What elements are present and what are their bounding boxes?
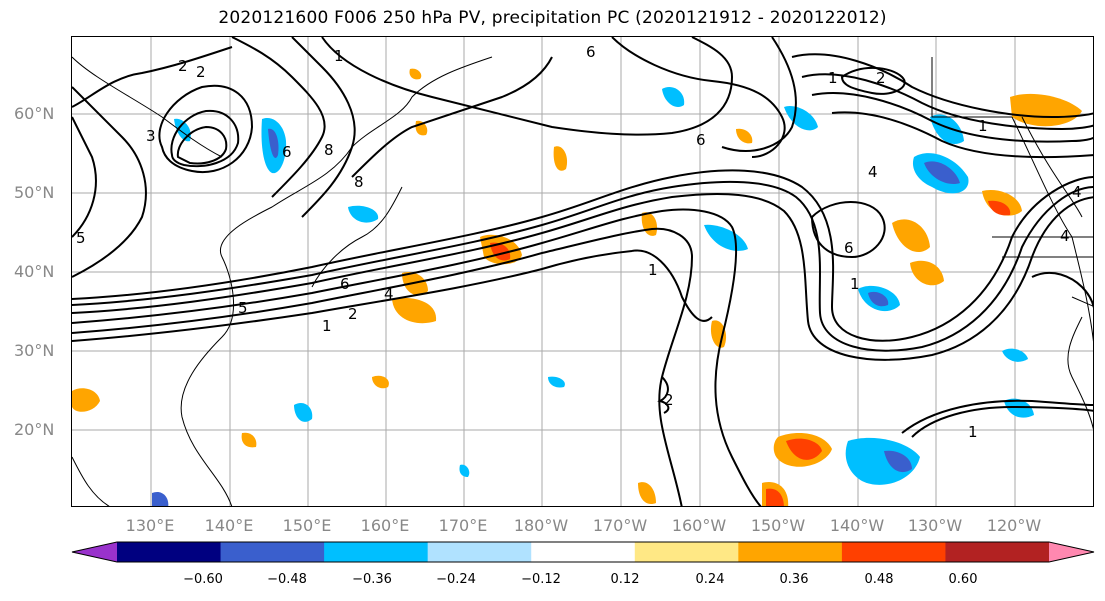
- contour-label: 2: [348, 305, 358, 323]
- lat-label-40n: 40°N: [14, 262, 55, 281]
- lon-label-170e: 170°E: [438, 516, 488, 535]
- colorbar-segment: [117, 542, 222, 562]
- contour-label: 6: [340, 275, 350, 293]
- colorbar-segment: [841, 542, 946, 562]
- chart-title: 2020121600 F006 250 hPa PV, precipitatio…: [218, 8, 887, 28]
- colorbar-segment: [945, 542, 1050, 562]
- colorbar-segment: [1049, 542, 1094, 562]
- map-canvas: 1 2 4 5 6 8 1 2 3 6 1 2 6 1 4 6 1 2 4 1 …: [72, 37, 1093, 506]
- contour-label: 1: [968, 423, 978, 441]
- contour-label: 6: [696, 131, 706, 149]
- contour-label: 5: [76, 229, 86, 247]
- colorbar-tick: 0.12: [610, 572, 640, 587]
- colorbar-tick: −0.60: [183, 572, 223, 587]
- lon-label-130w: 130°W: [907, 516, 963, 535]
- precip-shading: [72, 68, 1082, 506]
- colorbar-tick: 0.24: [695, 572, 725, 587]
- contour-label: 4: [1072, 183, 1082, 201]
- lon-label-120w: 120°W: [986, 516, 1042, 535]
- contour-label: 6: [282, 143, 292, 161]
- colorbar-tick: −0.24: [436, 572, 476, 587]
- contour-label: 3: [146, 127, 156, 145]
- coastlines: [72, 56, 1093, 506]
- contour-label: 1: [648, 261, 658, 279]
- lon-label-140w: 140°W: [829, 516, 885, 535]
- colorbar-segment: [427, 542, 532, 562]
- lon-label-180w: 180°W: [513, 516, 569, 535]
- colorbar-segments: [71, 541, 1095, 563]
- contour-label: 4: [1060, 227, 1070, 245]
- colorbar-segment: [72, 542, 117, 562]
- colorbar-tick: −0.48: [267, 572, 307, 587]
- lon-label-170w: 170°W: [592, 516, 648, 535]
- contour-label: 6: [844, 239, 854, 257]
- contour-label: 1: [828, 69, 838, 87]
- contour-label: 1: [334, 47, 344, 65]
- lon-label-150e: 150°E: [282, 516, 332, 535]
- contour-label: 2: [178, 57, 188, 75]
- colorbar-tick: −0.36: [352, 572, 392, 587]
- contour-label: 1: [850, 275, 860, 293]
- colorbar: [71, 541, 1095, 563]
- lon-label-160w: 160°W: [671, 516, 727, 535]
- contour-label: 8: [354, 173, 364, 191]
- colorbar-segment: [738, 542, 843, 562]
- contour-label: 2: [876, 69, 886, 87]
- colorbar-tick: 0.60: [948, 572, 978, 587]
- graticule: [72, 37, 1093, 506]
- colorbar-segment: [220, 542, 325, 562]
- contour-label: 4: [384, 285, 394, 303]
- colorbar-tick: −0.12: [521, 572, 561, 587]
- colorbar-outline: [71, 541, 1095, 563]
- lat-label-30n: 30°N: [14, 341, 55, 360]
- colorbar-tick: 0.36: [779, 572, 809, 587]
- contour-label: 2: [196, 63, 206, 81]
- colorbar-tick: 0.48: [864, 572, 894, 587]
- contour-label: 8: [324, 141, 334, 159]
- lat-label-20n: 20°N: [14, 420, 55, 439]
- colorbar-segment: [634, 542, 739, 562]
- contour-label: 6: [586, 43, 596, 61]
- map-panel: 1 2 4 5 6 8 1 2 3 6 1 2 6 1 4 6 1 2 4 1 …: [71, 36, 1094, 507]
- pv-contours: [72, 37, 1093, 506]
- colorbar-segment: [531, 542, 636, 562]
- contour-label: 5: [238, 299, 248, 317]
- lon-label-130e: 130°E: [125, 516, 175, 535]
- contour-label: 4: [868, 163, 878, 181]
- contour-label: 1: [322, 317, 332, 335]
- contour-label: 2: [664, 391, 674, 409]
- contour-labels: 1 2 4 5 6 8 1 2 3 6 1 2 6 1 4 6 1 2 4 1 …: [76, 43, 1082, 441]
- lat-label-60n: 60°N: [14, 104, 55, 123]
- colorbar-segment: [324, 542, 429, 562]
- lon-label-140e: 140°E: [204, 516, 254, 535]
- lon-label-160e: 160°E: [360, 516, 410, 535]
- contour-label: 1: [978, 117, 988, 135]
- lat-label-50n: 50°N: [14, 183, 55, 202]
- lon-label-150w: 150°W: [750, 516, 806, 535]
